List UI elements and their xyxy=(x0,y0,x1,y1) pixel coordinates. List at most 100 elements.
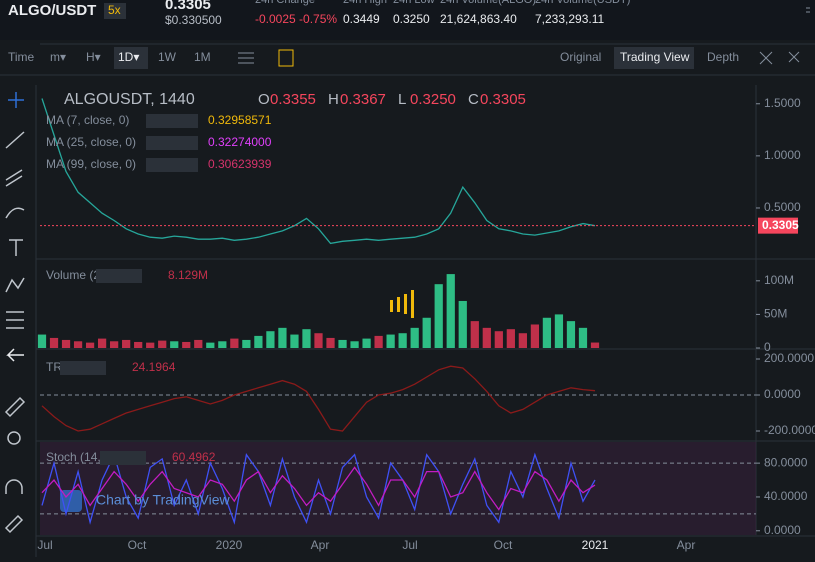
volume-bar xyxy=(218,341,227,348)
ohlc-key: C xyxy=(468,91,479,108)
y-tick-label: 0.0000 xyxy=(764,387,801,401)
view-button[interactable]: Trading View xyxy=(620,50,690,64)
indicator-controls xyxy=(100,451,146,465)
ma-value: 0.30623939 xyxy=(208,157,272,171)
y-tick-label: 200.0000 xyxy=(764,351,814,365)
volume-bar xyxy=(338,339,347,348)
ma-name: MA (25, close, 0) xyxy=(46,135,136,149)
volume-bar xyxy=(122,339,131,348)
ma-controls xyxy=(146,136,198,150)
volume-bar xyxy=(494,331,503,348)
stat-label: 24h Volume(ALGO) xyxy=(440,0,536,6)
tool-icons xyxy=(4,92,26,534)
y-tick-label: 0.5000 xyxy=(764,200,801,214)
y-tick-label: 1.5000 xyxy=(764,96,801,110)
stat-value: -0.0025 -0.75% xyxy=(255,12,337,26)
volume-bar xyxy=(182,341,191,348)
volume-bar xyxy=(590,342,600,348)
ma-name: MA (7, close, 0) xyxy=(46,113,129,127)
pair: ALGO/USDT xyxy=(8,2,96,19)
active-view xyxy=(614,47,694,69)
volume-bar xyxy=(530,324,540,348)
volume-bar xyxy=(85,342,95,348)
interval-button[interactable]: H▾ xyxy=(86,50,101,64)
volume-bar xyxy=(446,274,455,348)
indicator-controls xyxy=(60,361,106,375)
ohlc-key: L xyxy=(398,91,406,108)
interval-button[interactable]: 1D▾ xyxy=(118,50,139,64)
x-tick-label: Oct xyxy=(494,538,513,552)
stat-label: 24h High xyxy=(343,0,387,6)
interval-button: Time xyxy=(8,50,35,64)
y-tick-label: 0 xyxy=(764,340,771,354)
stat-label: 24h Low xyxy=(393,0,435,6)
trix-value: 24.1964 xyxy=(132,360,176,374)
volume-bar xyxy=(350,341,359,348)
volume-bar xyxy=(470,321,479,348)
leverage-box xyxy=(104,3,126,19)
volume-bar xyxy=(110,341,119,348)
volume-bar xyxy=(290,334,299,348)
volume-bar xyxy=(302,329,311,348)
volume-bar xyxy=(170,341,179,348)
stat-value: 0.3449 xyxy=(343,12,380,26)
ma-controls xyxy=(146,114,198,128)
y-tick-label: 50M xyxy=(764,307,787,321)
volume-bar xyxy=(49,337,59,348)
active-interval xyxy=(114,47,148,69)
volume-bar xyxy=(73,341,83,348)
top-bar xyxy=(0,0,815,40)
volume-bar xyxy=(61,339,71,348)
y-tick-label: -200.0000 xyxy=(764,423,815,437)
x-tick-label: Apr xyxy=(677,538,696,552)
ma-name: MA (99, close, 0) xyxy=(46,157,136,171)
price-usd: $0.330500 xyxy=(165,13,222,27)
volume-bar xyxy=(398,333,407,348)
volume-bar xyxy=(518,333,527,348)
interval-button[interactable]: m▾ xyxy=(50,50,66,64)
view-button[interactable]: Depth xyxy=(707,50,739,64)
volume-bar xyxy=(278,327,287,348)
volume-bar xyxy=(242,339,251,348)
volume-value: 8.129M xyxy=(168,268,208,282)
volume-bar xyxy=(146,342,155,348)
volume-bar xyxy=(37,334,47,348)
indicator-controls xyxy=(96,269,142,283)
ohlc-value: 0.3355 xyxy=(270,91,316,108)
stat-label: 24h Volume(USDT) xyxy=(535,0,630,6)
volume-bar xyxy=(374,335,383,348)
volume-bar xyxy=(194,339,203,348)
volume-bar xyxy=(578,327,588,348)
stat-value: 7,233,293.11 xyxy=(535,12,605,26)
volume-bar xyxy=(458,300,467,348)
x-tick-label: Apr xyxy=(311,538,330,552)
interval-button[interactable]: 1W xyxy=(158,50,177,64)
chart-toolbar-icons xyxy=(238,7,810,67)
last-price-box xyxy=(758,217,798,234)
volume-bar xyxy=(362,338,371,348)
volume-bar xyxy=(326,337,335,348)
x-tick-label: 2021 xyxy=(582,538,609,552)
volume-bar xyxy=(542,317,552,348)
volume-name: Volume (20) xyxy=(46,268,111,282)
ohlc-key: O xyxy=(258,91,270,108)
ma-controls xyxy=(146,158,198,172)
volume-bar xyxy=(422,317,431,348)
stoch-value: 60.4962 xyxy=(172,450,216,464)
volume-bar xyxy=(506,329,515,348)
y-tick-label: 100M xyxy=(764,273,794,287)
volume-bar xyxy=(158,340,167,348)
symbol: ALGOUSDT, 1440 xyxy=(64,91,195,108)
last-price-label: 0.3305 xyxy=(762,218,799,232)
watermark: Chart by TradingView xyxy=(96,492,230,508)
price: 0.3305 xyxy=(165,0,211,13)
volume-bar xyxy=(230,338,239,348)
ohlc-value: 0.3367 xyxy=(340,91,386,108)
interval-button[interactable]: 1M xyxy=(194,50,211,64)
x-tick-label: Jul xyxy=(402,538,417,552)
view-button[interactable]: Original xyxy=(560,50,601,64)
trix-line xyxy=(41,365,596,432)
volume-bar xyxy=(386,334,395,348)
